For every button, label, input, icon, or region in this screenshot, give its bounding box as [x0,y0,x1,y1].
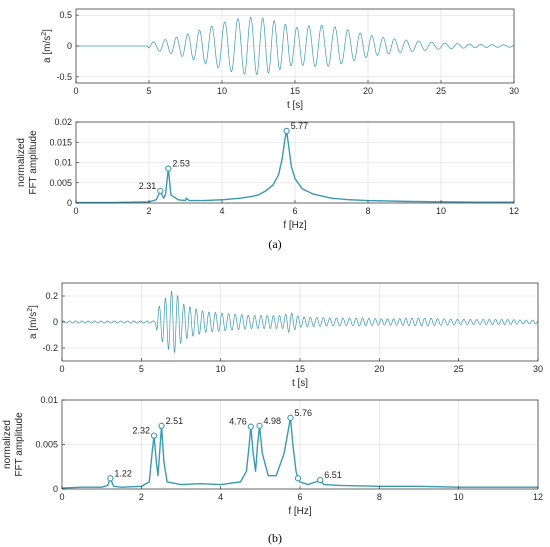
peak-marker [256,422,263,429]
peak-label: 2.51 [166,416,184,426]
panel-a-time: 0 5 10 15 20 25 30-0.500.5t [s]a [m/s2] [41,8,519,111]
y-tick-label: 0.005 [49,178,72,188]
y-tick-label: 0 [53,484,58,494]
y-tick-label: 0.02 [54,117,72,127]
x-tick-label: 12 [533,492,543,502]
series-line [61,417,538,489]
x-tick-label: 0 [59,492,64,502]
y-tick-label: 0.01 [54,158,72,168]
peak-label: 6.51 [324,470,342,480]
caption-a: (a) [268,237,281,251]
panel-b-time: 0 5 10 15 20 25 30 -0.2 0 0.2 t [s] a [m/s2] [27,282,543,389]
x-tick-label: 10 [217,86,227,96]
panel-b-fft: 1.22 2.32 2.51 4.76 4.98 5.76 6.51 0 2 4 6 8 10 12 0 0.… [2,395,543,517]
peak-marker [158,422,165,429]
x-tick-label: 2 [146,206,151,216]
peak-marker [283,127,290,135]
y-tick-label: 0.015 [49,137,72,147]
y-tick-label: 0.01 [40,395,58,405]
x-tick-label: 10 [454,492,464,502]
x-tick-label: 10 [216,364,226,374]
y-tick-label: 0 [53,317,58,327]
x-tick-label: 12 [509,206,519,216]
y-axis-label-line2: FFT amplitude [28,130,39,195]
peak-marker [287,414,294,421]
y-axis-label-line2: FFT amplitude [14,412,25,477]
x-tick-label: 30 [509,86,519,96]
peak-marker [247,423,254,430]
x-tick-label: 20 [374,364,384,374]
x-tick-label: 6 [297,492,302,502]
caption-b: (b) [268,531,282,545]
y-axis-label: a [m/s2] [41,29,53,63]
peak-marker [317,476,324,484]
peak-marker [157,187,164,194]
peak-label: 2.31 [139,181,157,191]
x-tick-label: 15 [290,86,300,96]
x-tick-label: 0 [73,206,78,216]
peak-label: 2.32 [132,426,150,436]
panel-a-fft: 2.31 2.53 5.77 0 2 4 6 8 10 12 0 0.005 0.01 0.015 0.02… [16,117,519,231]
peak-label: 4.76 [229,417,247,427]
x-tick-label: 4 [218,492,223,502]
y-tick-label: 0 [67,41,72,51]
x-tick-label: 8 [365,206,370,216]
x-tick-label: 5 [146,86,151,96]
peak-marker [294,475,302,482]
x-tick-label: 8 [377,492,382,502]
x-axis-label: f [Hz] [288,506,312,517]
x-tick-label: 25 [436,86,446,96]
x-tick-label: 2 [139,492,144,502]
peak-marker [165,165,172,172]
series-line [61,290,539,353]
y-tick-label: 0 [67,198,72,208]
peak-label: 4.98 [264,416,282,426]
x-tick-label: 6 [292,206,297,216]
y-tick-label: -0.2 [42,343,58,353]
x-tick-label: 0 [59,364,64,374]
x-tick-label: 10 [436,206,446,216]
peak-label: 5.77 [291,121,309,131]
y-axis-label-line1: normalized [2,420,13,469]
y-tick-label: -0.5 [56,72,72,82]
y-tick-label: 0.2 [45,291,58,301]
x-axis-label: t [s] [292,378,308,389]
x-tick-label: 30 [533,364,543,374]
y-axis-label-line1: normalized [16,138,27,187]
y-axis-label: a [m/s2] [27,305,39,339]
x-tick-label: 4 [219,206,224,216]
x-tick-label: 25 [454,364,464,374]
peak-label: 5.76 [294,408,312,418]
peak-label: 2.53 [172,159,190,169]
series-line [75,16,515,75]
x-tick-label: 15 [295,364,305,374]
x-tick-label: 20 [363,86,373,96]
peak-label: 1.22 [114,468,132,478]
x-axis-label: f [Hz] [283,220,307,231]
y-tick-label: 0.5 [59,10,72,20]
peak-marker [107,475,114,482]
x-tick-label: 0 [73,86,78,96]
x-tick-label: 5 [139,364,144,374]
y-tick-label: 0.005 [35,440,58,450]
x-axis-label: t [s] [287,100,303,111]
peak-marker [150,432,158,439]
